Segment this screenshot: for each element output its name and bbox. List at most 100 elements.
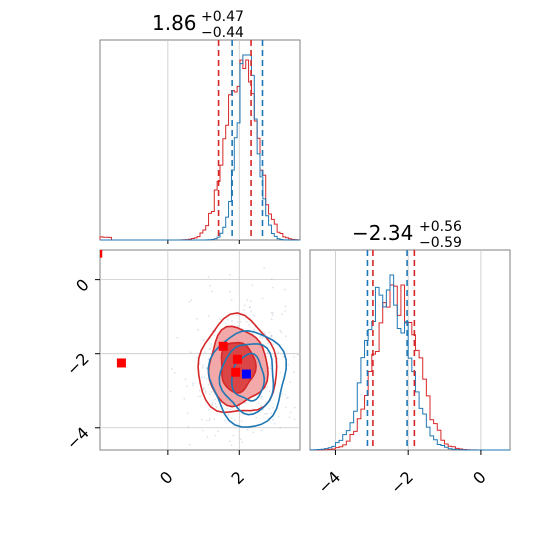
scatter-point (198, 389, 201, 392)
y-tick-label: 0 (72, 275, 93, 296)
panel-title-plus: +0.56 (419, 219, 462, 235)
scatter-point (243, 304, 246, 307)
scatter-point (205, 367, 208, 369)
scatter-point (189, 351, 192, 354)
scatter-point (268, 331, 271, 334)
panel-frame (99, 39, 301, 241)
scatter-point (272, 312, 274, 314)
scatter-point (176, 336, 179, 339)
scatter-point (210, 346, 213, 348)
scatter-point (203, 339, 205, 342)
scatter-point (266, 351, 269, 354)
scatter-point (237, 324, 239, 327)
scatter-point (270, 457, 272, 459)
scatter-point (266, 413, 268, 415)
scatter-point (297, 353, 299, 356)
scatter-point (213, 393, 216, 396)
scatter-point (250, 310, 252, 312)
scatter-point (259, 335, 262, 338)
scatter-point (287, 396, 289, 399)
scatter-point (186, 385, 188, 388)
scatter-point (272, 406, 274, 409)
scatter-point (273, 422, 276, 425)
marginal-histogram-param2: −2.34 +0.56 −0.59 −4 −2 0 (309, 219, 511, 498)
scatter-point (271, 314, 274, 317)
scatter-point (269, 367, 272, 370)
scatter-point (293, 356, 296, 358)
scatter-point (284, 310, 286, 312)
scatter-point (200, 376, 203, 379)
scatter-point (260, 396, 263, 399)
scatter-point (187, 425, 190, 428)
scatter-point (260, 404, 262, 407)
panel-frame (99, 249, 301, 451)
scatter-point (205, 419, 208, 422)
scatter-point (277, 351, 280, 354)
scatter-point (240, 420, 243, 423)
scatter-point (207, 315, 210, 318)
scatter-point (207, 383, 210, 386)
contour-blue (207, 329, 288, 428)
x-tick-label: 0 (469, 467, 490, 488)
scatter-point (270, 334, 273, 337)
scatter-point (205, 392, 207, 394)
scatter-point (271, 460, 273, 462)
scatter-point (201, 366, 204, 369)
scatter-point (202, 429, 204, 432)
scatter-point (292, 371, 295, 374)
histogram-series (309, 274, 510, 451)
scatter-point (217, 430, 220, 433)
panel-title-minus: −0.59 (419, 235, 462, 251)
scatter-point (251, 284, 254, 286)
scatter-point (213, 418, 216, 421)
scatter-point (224, 419, 226, 422)
scatter-point (174, 372, 176, 374)
scatter-point (289, 411, 292, 414)
marker-red (218, 341, 228, 351)
scatter-point (209, 348, 212, 350)
scatter-point (240, 438, 242, 441)
scatter-point (270, 278, 273, 280)
scatter-point (303, 381, 305, 383)
scatter-point (285, 335, 287, 338)
scatter-point (169, 390, 172, 393)
scatter-point (203, 351, 206, 354)
scatter-point (263, 267, 266, 269)
scatter-point (234, 419, 236, 422)
scatter-point (282, 356, 285, 358)
scatter-point (260, 429, 263, 432)
scatter-point (284, 305, 287, 308)
scatter-point (184, 378, 187, 381)
scatter-point (253, 314, 255, 317)
scatter-point (209, 284, 211, 287)
histogram-blue (100, 54, 300, 241)
panel-title-minus: −0.44 (201, 25, 244, 41)
quantile-lines (217, 40, 264, 240)
scatter-point (197, 328, 200, 331)
scatter-point (240, 320, 242, 323)
scatter-point (229, 274, 232, 276)
scatter-point (267, 342, 270, 345)
scatter-point (285, 397, 288, 399)
scatter-point (183, 398, 186, 400)
scatter-point (214, 398, 216, 401)
scatter-point (243, 309, 245, 311)
scatter-point (199, 395, 202, 397)
panel-title-plus: +0.47 (201, 9, 244, 25)
scatter-point (284, 394, 287, 396)
scatter-point (283, 288, 286, 291)
scatter-point (214, 434, 217, 437)
scatter-point (244, 402, 247, 404)
x-tick-label: 0 (156, 467, 177, 488)
scatter-point (224, 322, 227, 325)
scatter-point (211, 391, 213, 393)
marker-red (116, 358, 126, 368)
scatter-point (192, 382, 194, 385)
scatter-point (210, 290, 213, 293)
scatter-point (246, 299, 249, 301)
scatter-point (260, 395, 263, 398)
scatter-point (253, 328, 256, 330)
scatter-point (198, 395, 200, 398)
